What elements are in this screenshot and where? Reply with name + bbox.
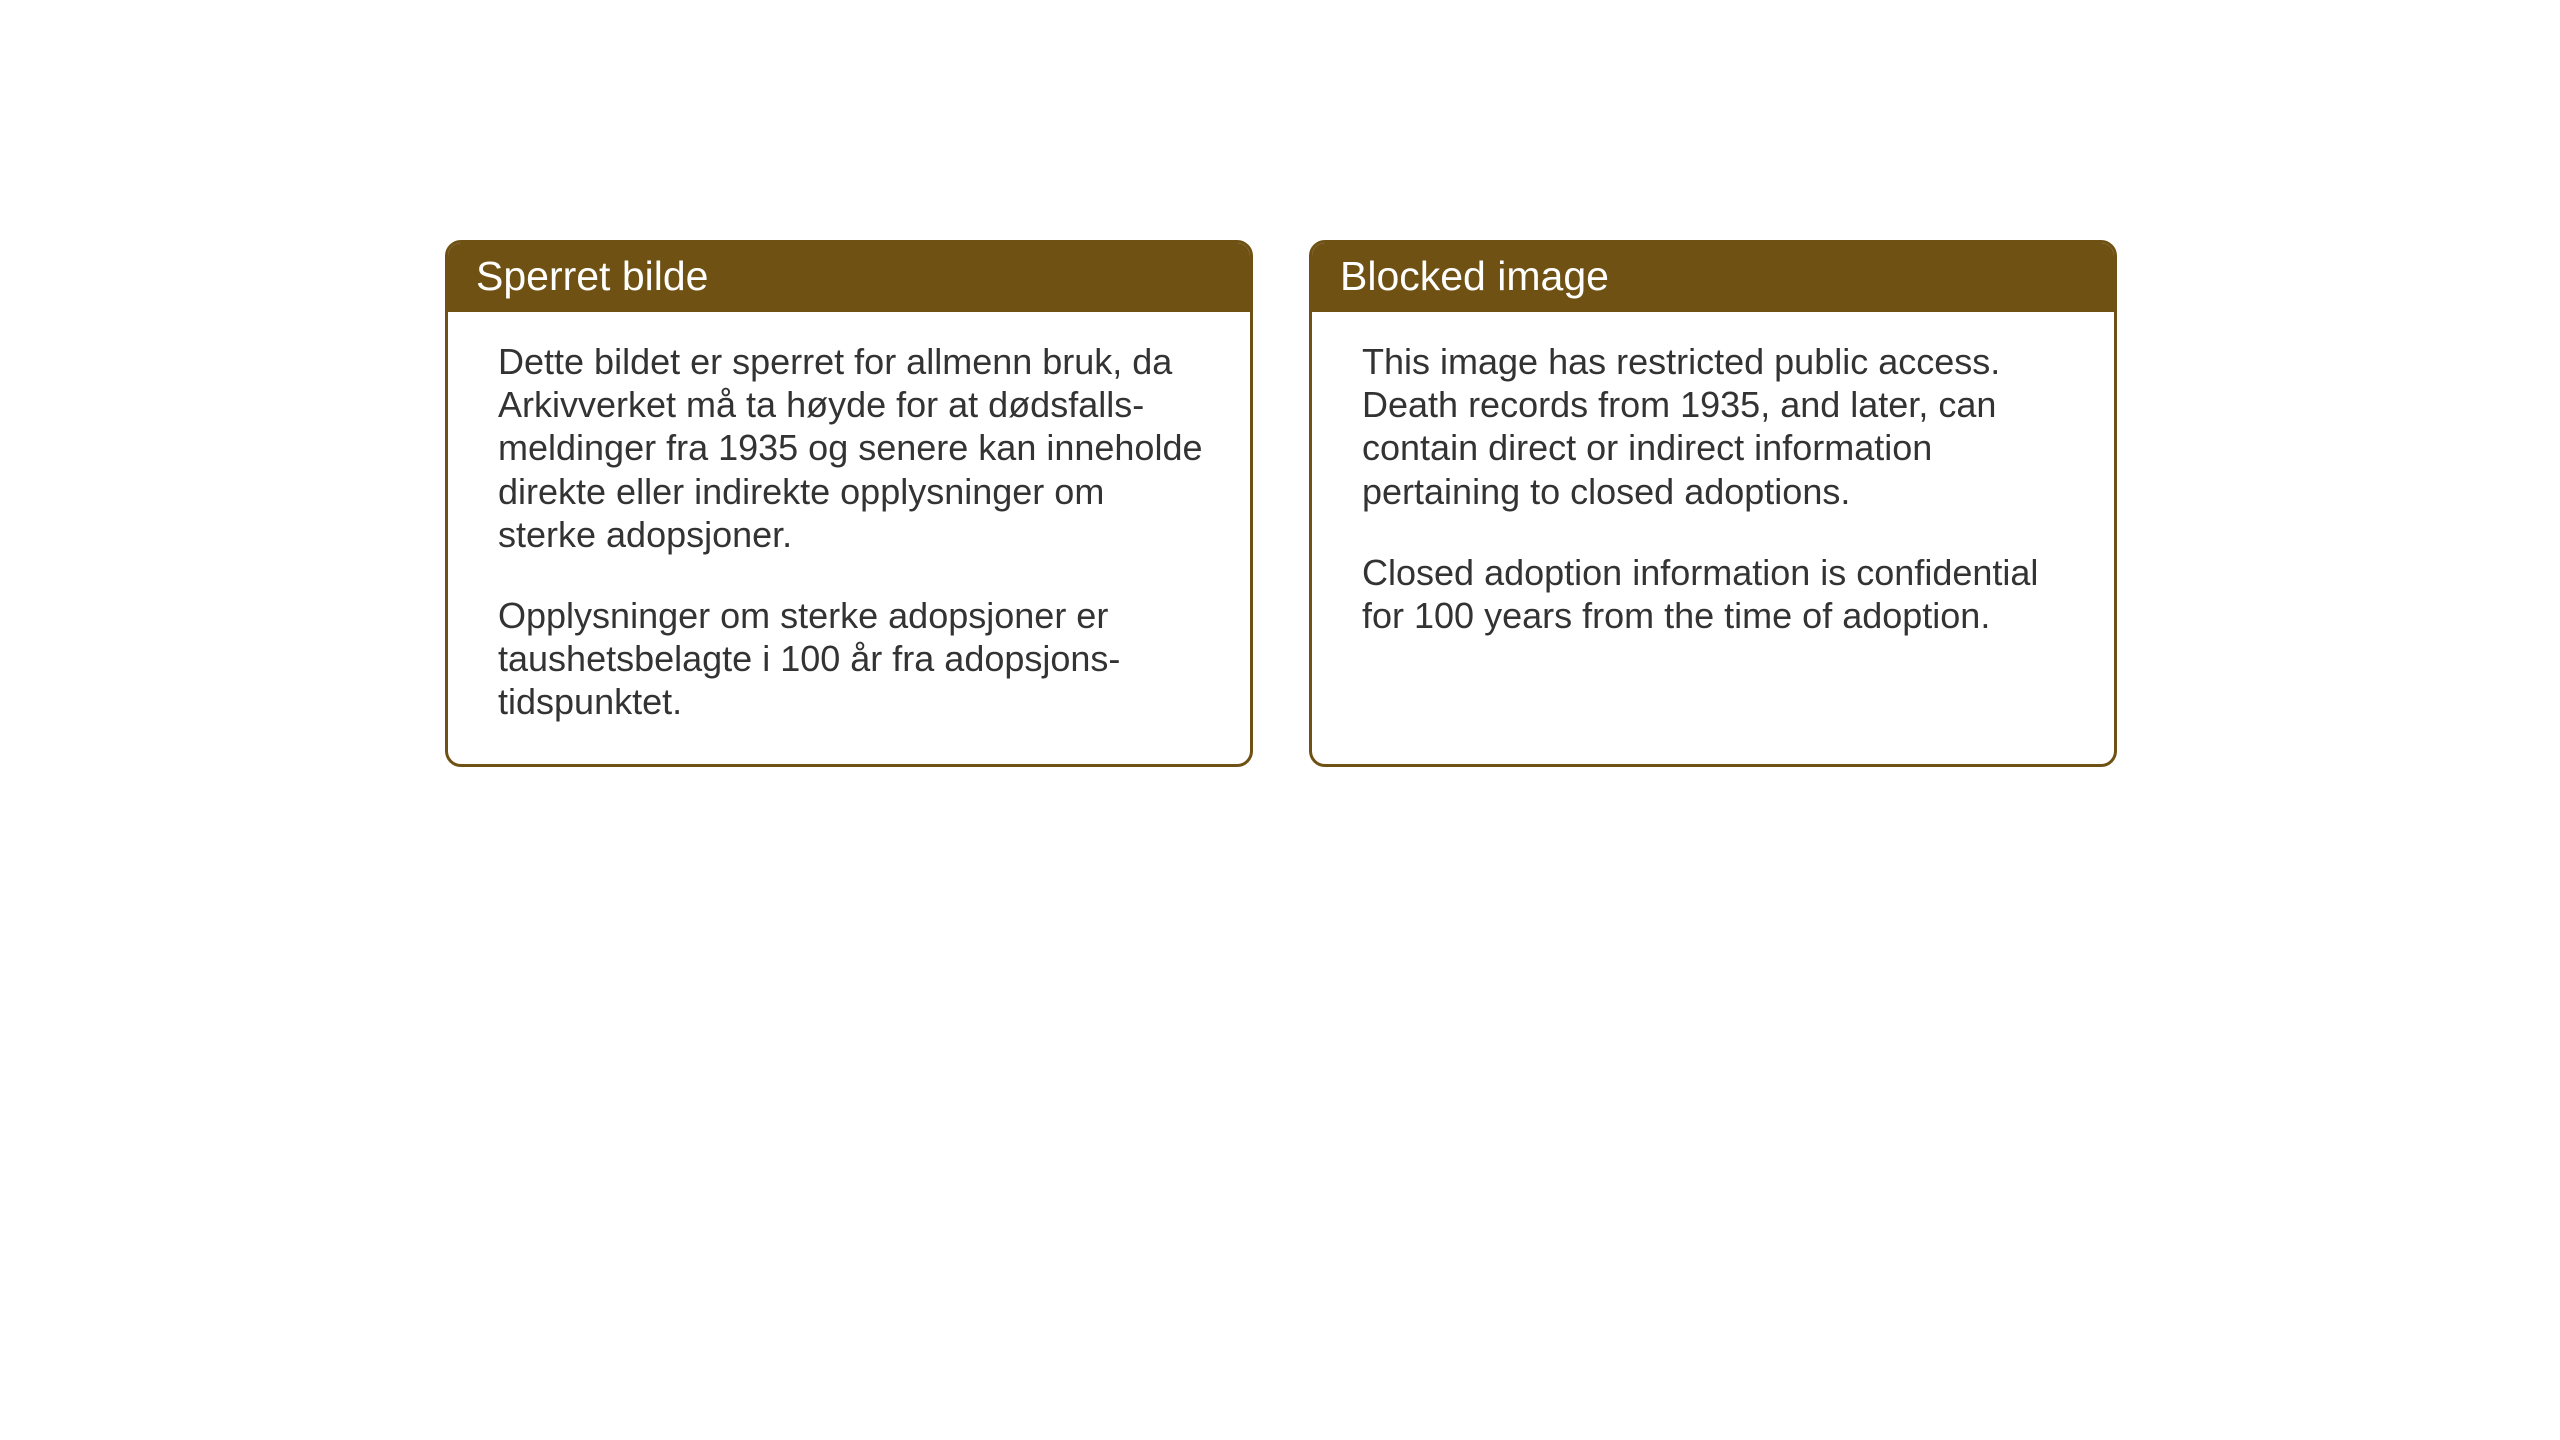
notice-paragraph-1-norwegian: Dette bildet er sperret for allmenn bruk…: [498, 340, 1208, 556]
notice-card-english: Blocked image This image has restricted …: [1309, 240, 2117, 767]
notice-header-english: Blocked image: [1312, 243, 2114, 312]
notice-card-norwegian: Sperret bilde Dette bildet er sperret fo…: [445, 240, 1253, 767]
notice-paragraph-2-english: Closed adoption information is confident…: [1362, 551, 2072, 637]
notice-header-norwegian: Sperret bilde: [448, 243, 1250, 312]
notice-paragraph-2-norwegian: Opplysninger om sterke adopsjoner er tau…: [498, 594, 1208, 724]
notice-title-norwegian: Sperret bilde: [476, 253, 1222, 300]
notice-container: Sperret bilde Dette bildet er sperret fo…: [445, 240, 2117, 767]
notice-title-english: Blocked image: [1340, 253, 2086, 300]
notice-body-norwegian: Dette bildet er sperret for allmenn bruk…: [448, 312, 1250, 764]
notice-paragraph-1-english: This image has restricted public access.…: [1362, 340, 2072, 513]
notice-body-english: This image has restricted public access.…: [1312, 312, 2114, 752]
